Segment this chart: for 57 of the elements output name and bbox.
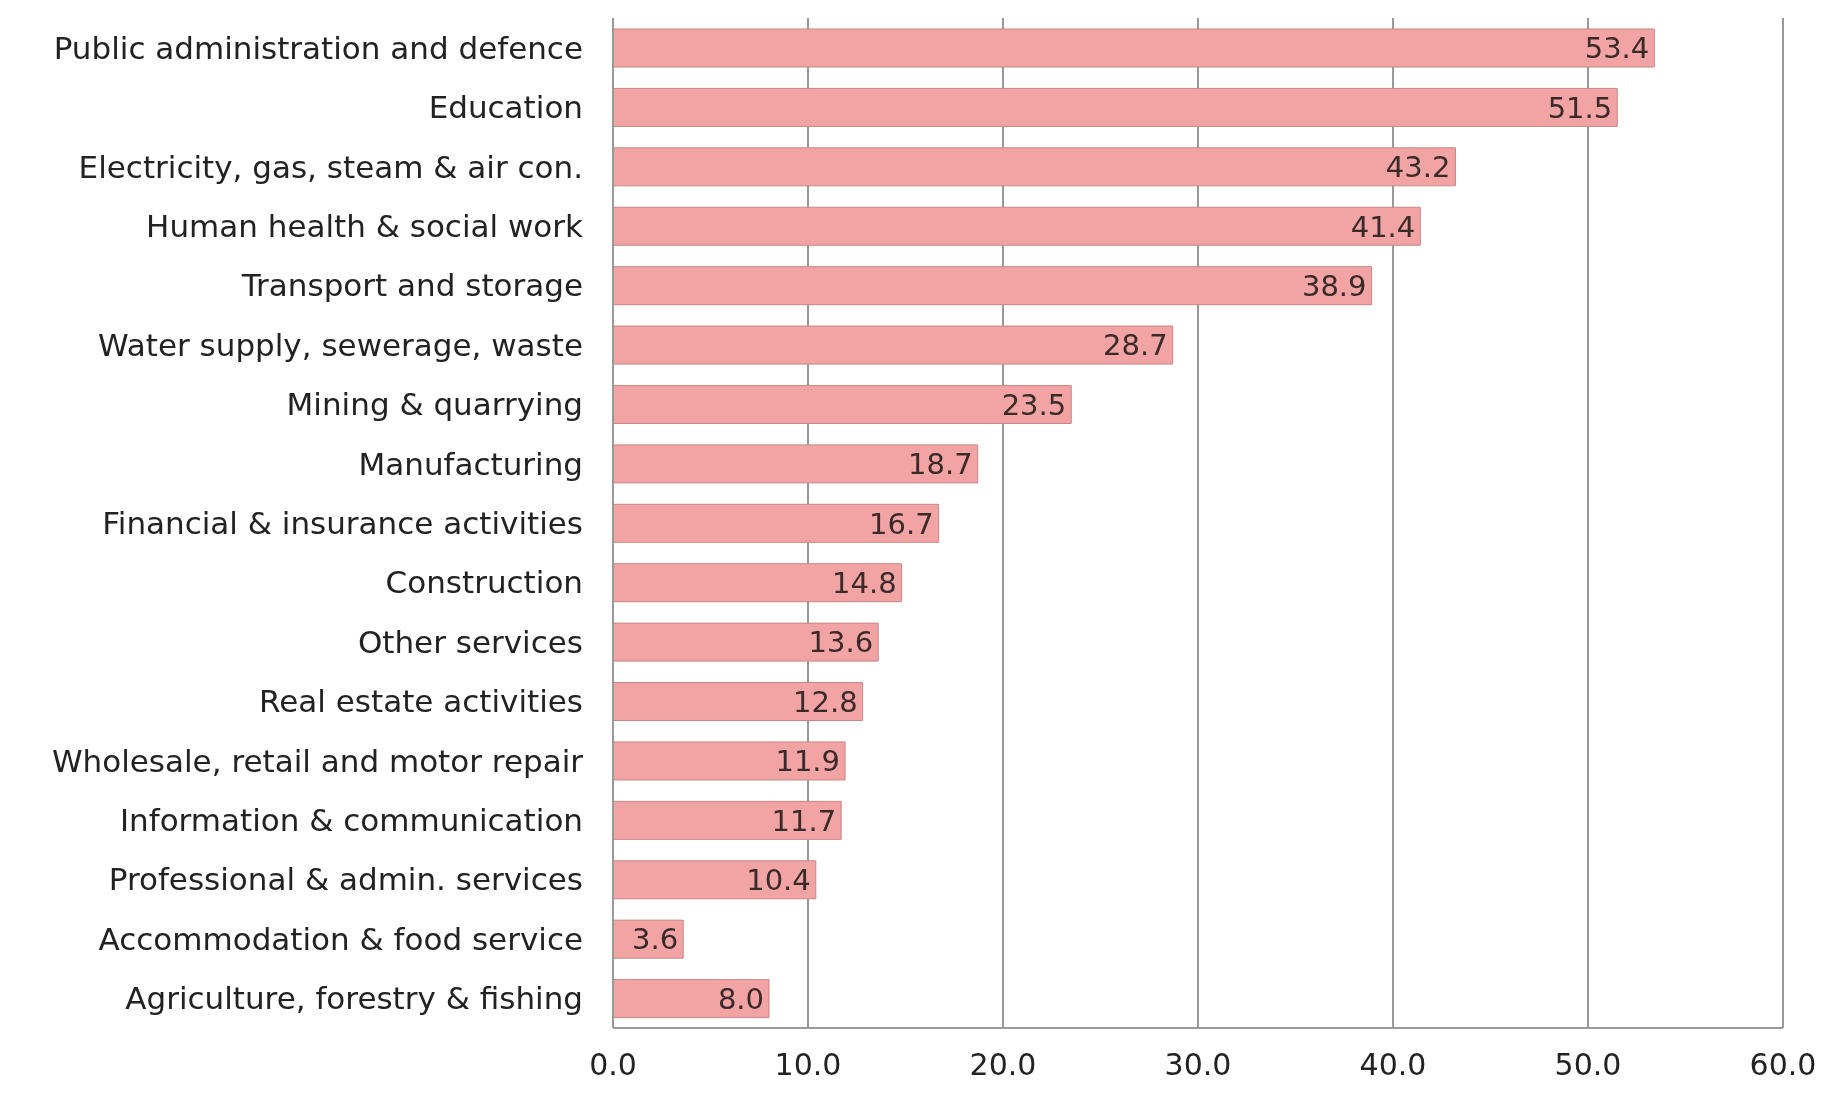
data-label: 41.4 (1350, 209, 1416, 244)
y-tick-label: Wholesale, retail and motor repair (51, 742, 584, 779)
y-tick-label: Agriculture, forestry & fishing (125, 980, 583, 1017)
bar (613, 87, 1618, 127)
y-tick-label: Real estate activities (259, 683, 583, 720)
y-tick-label: Human health & social work (146, 207, 584, 244)
data-label: 13.6 (808, 625, 874, 660)
data-label: 10.4 (746, 863, 811, 898)
data-label: 23.5 (1001, 387, 1067, 422)
y-tick-label: Other services (357, 623, 583, 660)
data-label: 11.9 (775, 744, 841, 779)
x-tick-label: 30.0 (1164, 1047, 1232, 1083)
data-label: 8.0 (717, 981, 764, 1016)
x-tick-label: 40.0 (1359, 1047, 1427, 1083)
y-tick-label: Education (428, 89, 583, 126)
x-tick-label: 0.0 (589, 1047, 637, 1083)
bar (613, 622, 879, 662)
y-tick-label: Professional & admin. services (108, 861, 583, 898)
bar (613, 384, 1072, 424)
data-label: 12.8 (793, 684, 858, 719)
bar (613, 266, 1373, 306)
y-tick-label: Transport and storage (240, 267, 583, 304)
y-tick-label: Water supply, sewerage, waste (98, 326, 583, 363)
bar (613, 147, 1456, 187)
bar (613, 860, 817, 900)
data-label: 11.7 (771, 803, 837, 838)
bar (613, 979, 770, 1019)
bar (613, 563, 903, 603)
y-tick-label: Accommodation & food service (98, 920, 583, 957)
y-tick-label: Information & communication (119, 802, 583, 839)
data-label: 3.6 (632, 922, 679, 957)
y-tick-label: Construction (385, 564, 583, 601)
bar (613, 682, 864, 722)
bar (613, 800, 842, 840)
y-tick-label: Mining & quarrying (286, 386, 583, 423)
x-tick-label: 60.0 (1749, 1047, 1817, 1083)
y-tick-label: Public administration and defence (53, 29, 583, 66)
bar (613, 206, 1421, 246)
bar (613, 28, 1655, 68)
bar (613, 325, 1174, 365)
data-label: 16.7 (869, 506, 934, 541)
x-tick-label: 50.0 (1554, 1047, 1622, 1083)
x-tick-label: 20.0 (969, 1047, 1037, 1083)
data-label: 28.7 (1103, 328, 1168, 363)
bar (613, 503, 940, 543)
data-label: 38.9 (1301, 268, 1367, 303)
data-label: 51.5 (1547, 90, 1613, 125)
data-label: 43.2 (1385, 150, 1451, 185)
y-tick-label: Manufacturing (358, 445, 583, 482)
y-tick-label: Electricity, gas, steam & air con. (78, 148, 583, 185)
x-tick-label: 10.0 (774, 1047, 842, 1083)
data-label: 18.7 (908, 447, 973, 482)
data-label: 53.4 (1584, 31, 1650, 66)
bar (613, 741, 846, 781)
y-tick-label: Financial & insurance activities (102, 505, 583, 542)
bar (613, 444, 979, 484)
data-label: 14.8 (832, 566, 897, 600)
